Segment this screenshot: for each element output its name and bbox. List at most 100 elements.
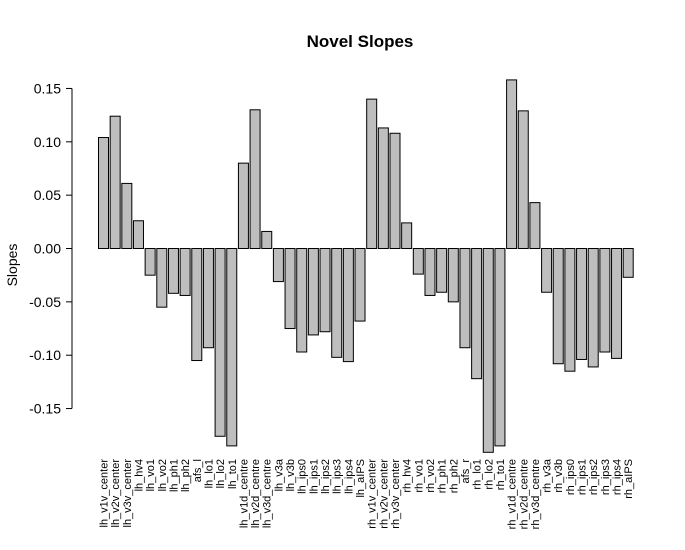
x-tick-label: lh_v1v_center [99,459,111,528]
bar-lh_v3b [284,248,296,330]
bar-rh_ph1 [436,248,448,293]
x-tick-label: lh_ph1 [168,459,180,492]
bar-rh_v1v_center [366,98,378,250]
bar-rh_hv4 [401,222,413,249]
bar-rh_to1 [494,248,506,447]
x-axis-labels: lh_v1v_center lh_v2v_center lh_v3v_center l… [99,458,636,529]
x-tick-label: rh_ips0 [565,459,577,495]
x-tick-label: lh_ips3 [332,459,344,494]
x-tick-label: lh_vo1 [145,459,157,491]
x-tick-label: lh_lo1 [203,459,215,488]
x-tick-label: rh_to1 [495,459,507,490]
bar-rh_ips4 [611,248,623,359]
bar-lh_ph1 [167,248,179,294]
x-tick-label: rh_ips4 [612,459,624,495]
x-tick-label: lh_vo2 [157,459,169,491]
x-tick-label: lh_ips1 [308,459,320,494]
bar-lh_v3d_centre [261,230,273,249]
bar-lh_v2d_centre [249,109,261,250]
bar-rh_v3b [552,248,564,365]
x-tick-label: rh_ips1 [577,459,589,495]
bar-lh_to1 [226,248,238,447]
x-tick-label: rh_ips2 [588,459,600,495]
bar-lh_ips1 [307,248,319,336]
bar-rh_ph2 [447,248,459,303]
x-tick-label: lh_to1 [227,459,239,489]
bar-afs_l [191,248,203,362]
x-tick-label: rh_ph2 [448,459,460,493]
bar-lh_lo1 [202,248,214,349]
x-tick-label: rh_lo1 [472,459,484,490]
x-tick-label: lh_ips0 [297,459,309,494]
bars [98,79,634,453]
y-axis: 0.15 0.10 0.05 0.00 -0.05 -0.10 -0.15 [29,80,73,417]
y-tick-label: 0.15 [34,80,61,96]
y-tick-label: -0.10 [29,347,61,363]
x-tick-label: rh_hv4 [402,459,414,493]
bar-lh_ips2 [319,248,331,333]
y-tick-label: 0.10 [34,134,61,150]
bar-lh_v3a [272,248,284,283]
bar-rh_v3v_center [389,132,401,249]
x-tick-label: rh_v1v_center [367,459,379,529]
bar-rh_vo2 [424,248,436,296]
x-tick-label: lh_v2d_centre [250,459,262,528]
y-tick-label: 0.05 [34,187,61,203]
bar-rh_ips1 [576,248,588,360]
bar-lh_v3v_center [121,182,133,249]
x-tick-label: rh_vo2 [425,459,437,493]
x-tick-label: rh_vo1 [413,459,425,493]
x-tick-label: rh_lo2 [483,459,495,490]
x-tick-label: rh_v2v_center [378,459,390,529]
bar-rh_ips2 [587,248,599,368]
bar-lh_aIPS [354,248,366,322]
x-tick-label: lh_ips4 [343,459,355,494]
bar-lh_ips3 [331,248,343,358]
x-tick-label: lh_v3d_centre [262,459,274,528]
bar-rh_aIPS [622,248,634,278]
x-tick-label: rh_v1d_centre [507,459,519,529]
x-tick-label: rh_v3b [553,459,565,493]
x-tick-label: lh_hv4 [133,459,145,491]
bar-rh_ips3 [599,248,611,353]
x-tick-label: lh_v2v_center [110,459,122,528]
bar-lh_v1v_center [98,137,109,249]
x-tick-label: lh_v3a [273,458,285,491]
y-axis-title: Slopes [4,244,20,287]
x-tick-label: lh_v1d_centre [238,459,250,528]
bar-rh_lo1 [471,248,483,380]
bar-afs_r [459,248,471,349]
bar-lh_vo1 [144,248,156,276]
x-tick-label: lh_v3v_center [122,459,134,528]
x-tick-label: rh_ips3 [600,459,612,495]
bar-rh_v3d_centre [529,202,541,249]
bar-lh_ips4 [342,248,354,363]
x-tick-label: afs_l [192,459,204,482]
x-tick-label: rh_v3v_center [390,459,402,529]
x-tick-label: lh_lo2 [215,459,227,488]
bar-rh_v2d_centre [517,110,529,249]
x-tick-label: rh_ph1 [437,459,449,493]
bar-rh_ips0 [564,248,576,372]
y-tick-label: 0.00 [34,241,61,257]
bar-rh_lo2 [482,248,494,453]
bar-lh_ph2 [179,248,191,296]
bar-lh_v2v_center [109,115,121,249]
y-tick-label: -0.05 [29,294,61,310]
bar-lh_hv4 [132,220,144,249]
bar-lh_vo2 [156,248,168,308]
x-tick-label: lh_ph2 [180,459,192,492]
x-tick-label: rh_v3d_centre [530,459,542,529]
bar-lh_lo2 [214,248,226,437]
bar-rh_vo1 [412,248,424,275]
x-tick-label: rh_v3a [542,458,554,493]
bar-rh_v3a [541,248,553,293]
chart-title: Novel Slopes [307,32,414,51]
bar-lh_ips0 [296,248,308,353]
bar-rh_v2v_center [377,127,389,249]
y-tick-label: -0.15 [29,401,61,417]
bar-lh_v1d_centre [237,162,249,249]
x-tick-label: afs_r [460,459,472,484]
x-tick-label: lh_aIPS [355,459,367,498]
